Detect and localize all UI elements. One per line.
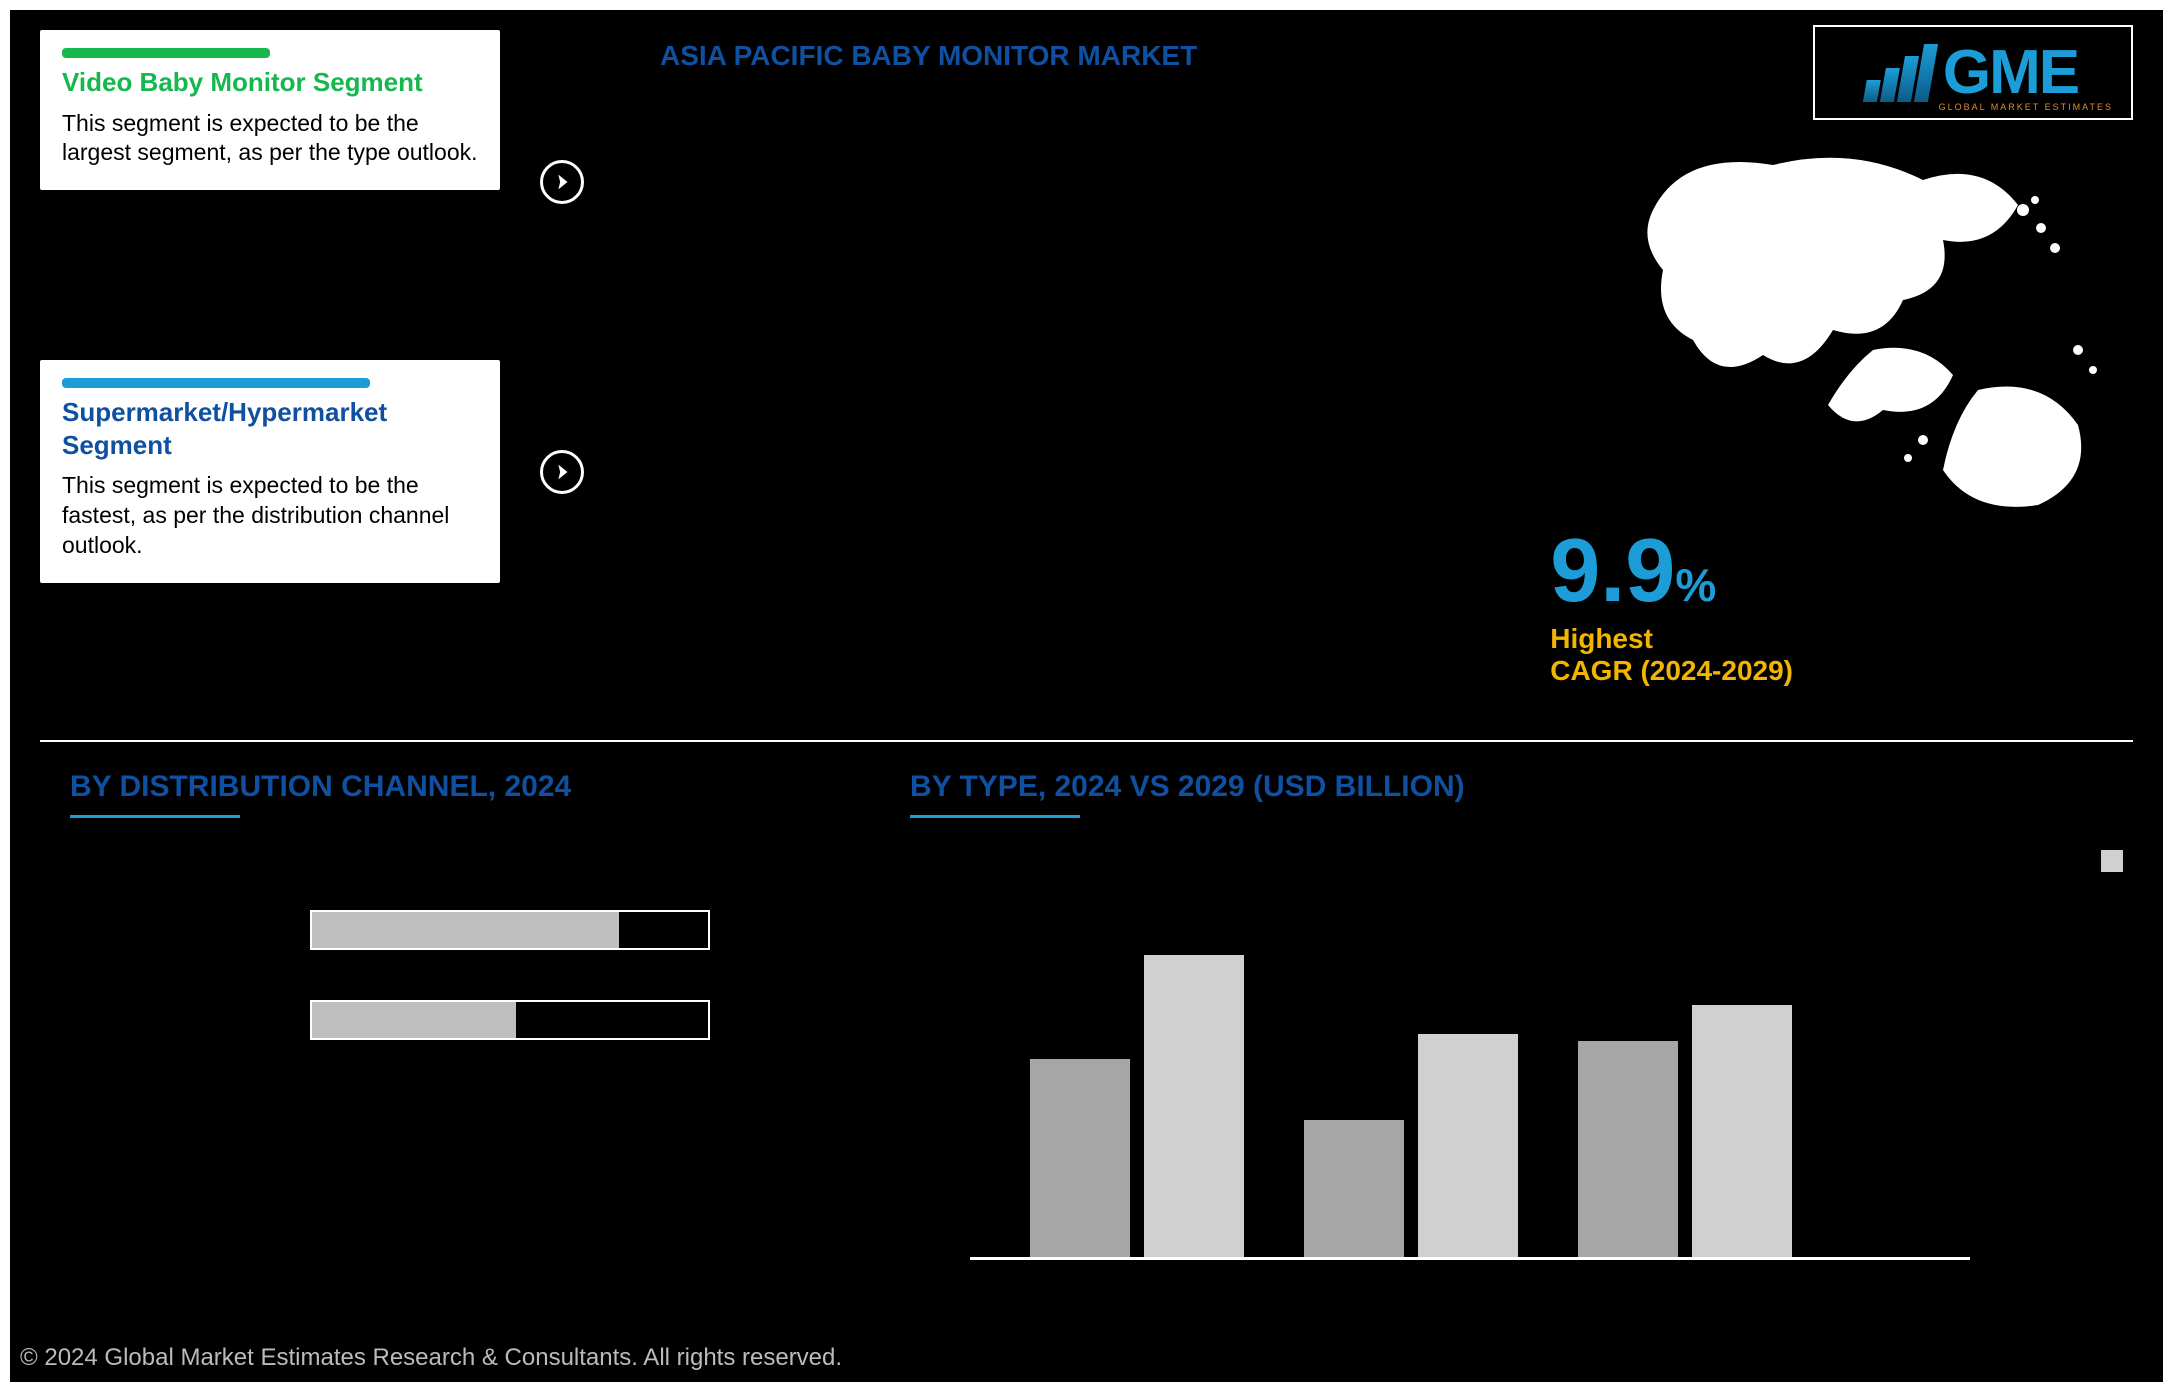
section-underline-distribution (70, 815, 240, 818)
type-bar-2-a (1578, 1041, 1678, 1257)
cagr-label-2: CAGR (2024-2029) (1550, 655, 1793, 687)
type-bar-2-b (1692, 1005, 1792, 1257)
info-card-1: Supermarket/Hypermarket Segment This segm… (40, 360, 500, 583)
card-accent-bar (62, 48, 270, 58)
chart-x-axis (970, 1257, 1970, 1260)
cagr-label-1: Highest (1550, 623, 1793, 655)
card-accent-bar (62, 378, 370, 388)
section-title-type: BY TYPE, 2024 VS 2029 (USD BILLION) (910, 770, 1465, 804)
type-bar-0-b (1144, 955, 1244, 1257)
page-title: ASIA PACIFIC BABY MONITOR MARKET (660, 40, 1197, 72)
dist-bar-fill (312, 1002, 518, 1038)
card-body: This segment is expected to be the faste… (62, 471, 478, 561)
type-grouped-bar-chart (970, 880, 1970, 1260)
logo-bars-icon (1863, 44, 1938, 102)
section-divider (40, 740, 2133, 742)
chevron-right-icon (540, 160, 584, 204)
type-bar-0-a (1030, 1059, 1130, 1257)
section-title-distribution: BY DISTRIBUTION CHANNEL, 2024 (70, 770, 571, 804)
type-bar-1-b (1418, 1034, 1518, 1257)
card-title: Supermarket/Hypermarket Segment (62, 396, 478, 461)
cagr-value: 9.9 (1550, 521, 1675, 621)
dist-bar-0 (310, 910, 710, 950)
legend-swatch (2101, 850, 2123, 872)
card-title: Video Baby Monitor Segment (62, 66, 478, 99)
type-bar-1-a (1304, 1120, 1404, 1257)
logo-text: GME (1943, 37, 2078, 108)
cagr-percent-sign: % (1675, 559, 1716, 611)
chevron-right-icon (540, 450, 584, 494)
section-underline-type (910, 815, 1080, 818)
cagr-block: 9.9% Highest CAGR (2024-2029) (1550, 520, 1793, 687)
logo-subtext: GLOBAL MARKET ESTIMATES (1939, 102, 2113, 112)
brand-logo: GME GLOBAL MARKET ESTIMATES (1813, 25, 2133, 120)
copyright-text: © 2024 Global Market Estimates Research … (20, 1344, 842, 1372)
asia-pacific-map-icon (1623, 140, 2103, 520)
dist-bar-fill (312, 912, 621, 948)
card-body: This segment is expected to be the large… (62, 109, 478, 169)
info-card-0: Video Baby Monitor Segment This segment i… (40, 30, 500, 190)
dist-bar-1 (310, 1000, 710, 1040)
